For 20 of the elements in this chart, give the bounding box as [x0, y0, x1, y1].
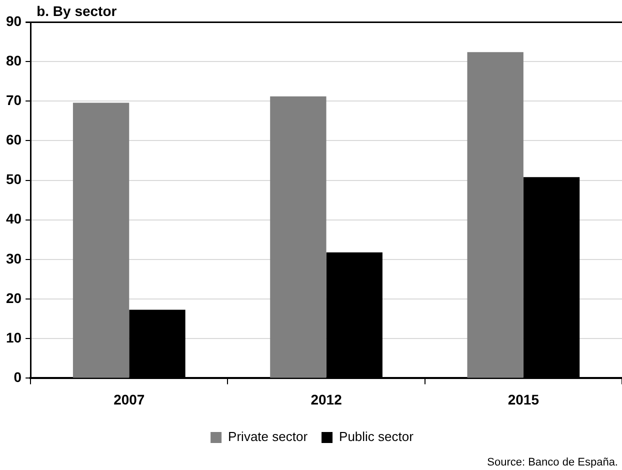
y-tick-label: 40 [6, 210, 22, 227]
y-tick-label: 90 [6, 12, 22, 29]
y-tick-label: 50 [6, 171, 22, 188]
y-tick-label: 30 [6, 250, 22, 266]
bar [467, 52, 524, 378]
y-tick-label: 0 [14, 369, 22, 386]
y-tick-label: 80 [6, 52, 22, 68]
y-tick-label: 70 [6, 92, 22, 108]
y-tick-label: 10 [6, 329, 22, 346]
legend-label: Private sector [228, 429, 308, 444]
x-tick-label: 2012 [310, 391, 342, 408]
x-tick-label: 2007 [114, 391, 145, 408]
legend-label: Public sector [339, 429, 414, 444]
y-tick-label: 60 [6, 132, 22, 148]
bar [270, 96, 326, 378]
chart-title: b. By sector [36, 2, 118, 19]
y-tick-label: 20 [6, 290, 22, 306]
x-tick-label: 2015 [508, 391, 540, 408]
source-note: Source: Banco de España. [487, 456, 618, 469]
bar [72, 102, 130, 378]
